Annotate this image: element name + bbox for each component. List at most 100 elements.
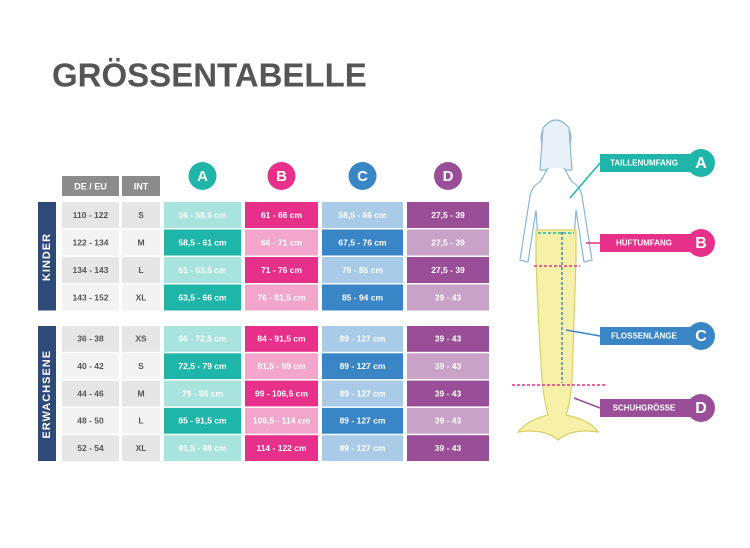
cell-bg (62, 284, 119, 311)
cell-bg (164, 353, 241, 380)
cell-bg (322, 257, 403, 283)
cell-bg (245, 284, 318, 311)
cell-text: 106,5 - 114 cm (253, 416, 311, 426)
cell-text: 36 - 38 (77, 334, 104, 344)
cell-text: 67,5 - 76 cm (338, 237, 387, 247)
cell-bg (245, 353, 318, 380)
cell-bg (62, 353, 119, 380)
cell-text: 89 - 127 cm (340, 416, 386, 426)
legend-letter: A (695, 155, 707, 172)
legend-label: TAILLENUMFANG (610, 159, 678, 168)
cell-bg (122, 407, 160, 434)
cell-bg (122, 380, 160, 407)
cell-text: 122 - 134 (73, 237, 109, 247)
cell-bg (122, 284, 160, 311)
cell-bg (245, 326, 318, 352)
column-letter: A (197, 168, 208, 185)
legend-bar (600, 234, 692, 252)
cell-bg (322, 202, 403, 228)
cell-text: 58,5 - 61 cm (178, 237, 227, 247)
cell-text: 91,5 - 98 cm (178, 443, 227, 453)
cell-text: 66 - 71 cm (261, 237, 303, 247)
cell-text: M (137, 237, 144, 247)
cell-bg (62, 435, 119, 461)
legend-badge (687, 149, 715, 177)
cell-bg (322, 353, 403, 380)
cell-text: XS (135, 334, 147, 344)
cell-text: 143 - 152 (73, 292, 109, 302)
cell-bg (62, 407, 119, 434)
cell-text: 44 - 46 (77, 388, 104, 398)
cell-text: 89 - 127 cm (340, 443, 386, 453)
column-letter: C (357, 168, 368, 185)
header-label: INT (134, 181, 149, 191)
legend-label: HÜFTUMFANG (616, 239, 672, 248)
cell-text: 89 - 127 cm (340, 361, 386, 371)
cell-text: 89 - 127 cm (340, 388, 386, 398)
cell-text: 76 - 81,5 cm (257, 292, 306, 302)
cell-text: 27,5 - 39 (431, 210, 465, 220)
cell-bg (122, 257, 160, 283)
header-cell (122, 176, 160, 196)
legend-badge (687, 322, 715, 350)
cell-text: L (138, 265, 143, 275)
cell-bg (322, 326, 403, 352)
column-badge (267, 162, 296, 190)
cell-bg (407, 326, 489, 352)
cell-bg (322, 435, 403, 461)
cell-bg (164, 407, 241, 434)
cell-bg (122, 326, 160, 352)
cell-text: XL (136, 292, 147, 302)
column-letter: D (443, 168, 454, 185)
cell-text: 61 - 63,5 cm (178, 265, 227, 275)
cell-bg (62, 229, 119, 256)
cell-bg (62, 257, 119, 283)
cell-text: 79 - 85 cm (182, 388, 224, 398)
cell-text: 48 - 50 (77, 416, 104, 426)
cell-bg (322, 284, 403, 311)
legend-label: FLOSSENLÄNGE (611, 332, 677, 341)
header-label: DE / EU (74, 181, 107, 191)
cell-text: 40 - 42 (77, 361, 104, 371)
cell-text: 39 - 43 (435, 334, 462, 344)
cell-bg (164, 380, 241, 407)
cell-bg (407, 435, 489, 461)
cell-bg (407, 257, 489, 283)
cell-text: 72,5 - 79 cm (178, 361, 227, 371)
cell-text: 63,5 - 66 cm (178, 292, 227, 302)
cell-bg (407, 284, 489, 311)
cell-text: 39 - 43 (435, 361, 462, 371)
cell-bg (164, 326, 241, 352)
cell-bg (407, 353, 489, 380)
cell-text: S (138, 361, 144, 371)
group-bar (38, 202, 56, 311)
cell-bg (322, 380, 403, 407)
figure (516, 119, 600, 441)
cell-text: 27,5 - 39 (431, 265, 465, 275)
cell-text: 39 - 43 (435, 416, 462, 426)
cell-text: 85 - 94 cm (342, 292, 384, 302)
cell-bg (407, 380, 489, 407)
cell-bg (62, 326, 119, 352)
cell-text: 66 - 72,5 cm (178, 334, 227, 344)
measure-marks (512, 162, 606, 409)
cell-bg (122, 202, 160, 228)
cell-text: S (138, 210, 144, 220)
cell-bg (407, 407, 489, 434)
cell-bg (164, 229, 241, 256)
cell-bg (62, 202, 119, 228)
cell-text: 114 - 122 cm (256, 443, 307, 453)
cell-text: 58,5 - 66 cm (338, 210, 387, 220)
cell-text: 71 - 76 cm (261, 265, 303, 275)
cell-bg (245, 407, 318, 434)
column-badge (434, 162, 462, 190)
cell-text: 91,5 - 99 cm (257, 361, 306, 371)
column-letter: B (276, 168, 287, 185)
cell-text: 56 - 58,5 cm (178, 210, 227, 220)
cell-text: 52 - 54 (77, 443, 104, 453)
cell-text: 85 - 91,5 cm (178, 416, 227, 426)
cell-text: 84 - 91,5 cm (257, 334, 306, 344)
legend-bar (600, 327, 692, 345)
cell-bg (122, 435, 160, 461)
legend-bar (600, 399, 692, 417)
